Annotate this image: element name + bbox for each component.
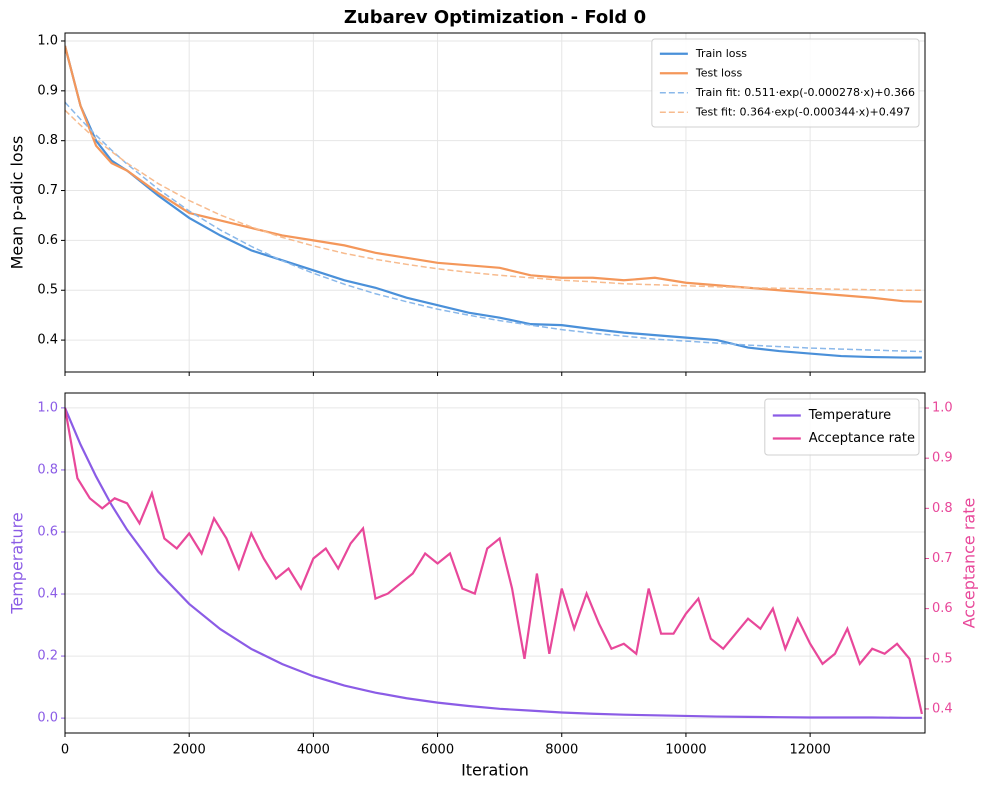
x-tick-label: 4000 [297,743,330,758]
x-tick-label: 8000 [545,743,578,758]
legend-label: Train loss [695,47,747,60]
x-tick-label: 12000 [789,743,830,758]
x-axis-label: Iteration [461,761,529,780]
y-tick-label: 0.4 [37,333,58,348]
y2-axis-label: Acceptance rate [960,498,979,629]
y-axis-label: Temperature [8,512,27,614]
y-tick-label: 0.2 [37,649,58,664]
series-line [65,407,923,715]
y-tick-label: 0.9 [37,83,58,98]
x-tick-label: 0 [61,743,69,758]
legend-label: Acceptance rate [809,431,915,446]
legend-label: Test fit: 0.364·exp(-0.000344·x)+0.497 [695,105,910,118]
series-line [65,45,922,303]
series-line [65,101,922,353]
y-tick-label: 0.8 [37,133,58,148]
x-tick-label: 10000 [665,743,706,758]
y-tick-label: 0.7 [37,183,58,198]
y-tick-label: 0.0 [37,711,58,726]
y-tick-label: 0.6 [37,524,58,539]
y2-tick-label: 1.0 [932,401,953,416]
series-line [65,109,922,291]
y-tick-label: 1.0 [37,33,58,48]
x-tick-label: 6000 [421,743,454,758]
y-tick-label: 0.5 [37,283,58,298]
legend-box [651,38,920,128]
axes-frame [64,32,926,373]
y-tick-label: 1.0 [37,400,58,415]
series-line [65,407,922,719]
y2-tick-label: 0.5 [932,651,953,666]
y2-tick-label: 0.4 [932,701,953,716]
x-tick-label: 2000 [173,743,206,758]
y2-tick-label: 0.9 [932,451,953,466]
y2-tick-label: 0.8 [932,501,953,516]
y-tick-label: 0.4 [37,587,58,602]
legend-box [764,398,920,456]
y-tick-label: 0.8 [37,462,58,477]
legend-label: Test loss [695,66,743,79]
chart-title: Zubarev Optimization - Fold 0 [344,7,646,28]
y-axis-label: Mean p-adic loss [8,136,27,270]
y-tick-label: 0.6 [37,233,58,248]
legend-label: Train fit: 0.511·exp(-0.000278·x)+0.366 [695,86,915,99]
series-line [65,45,922,359]
legend-label: Temperature [808,408,891,423]
y2-tick-label: 0.7 [932,551,953,566]
axes-frame [64,392,926,734]
y2-tick-label: 0.6 [932,601,953,616]
